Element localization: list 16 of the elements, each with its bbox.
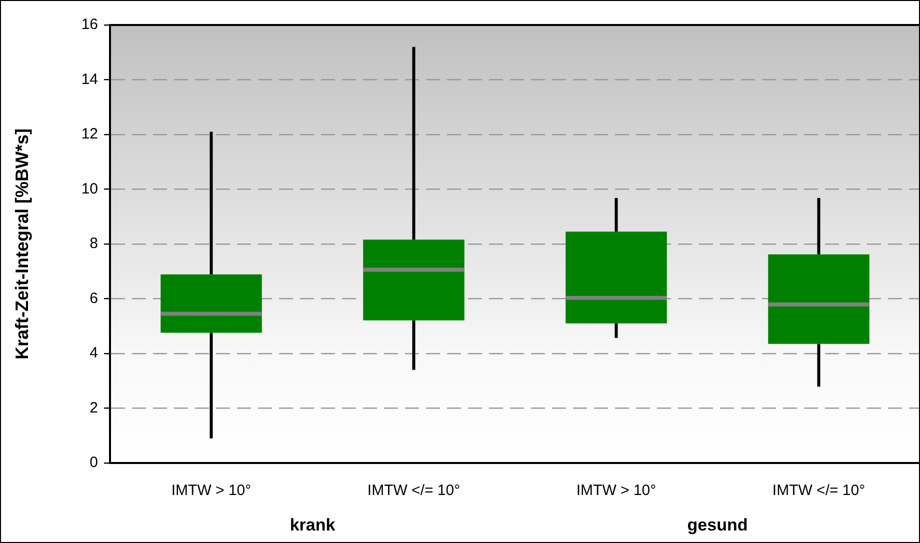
y-tick-label: 4	[90, 344, 98, 362]
y-tick-label: 8	[90, 235, 98, 252]
y-tick-label: 14	[81, 70, 98, 88]
text: gesund	[687, 516, 748, 535]
y-tick-label: 6	[90, 290, 98, 307]
x-tick-label: IMTW </= 10°	[367, 482, 460, 500]
y-tick-label: 12	[81, 126, 98, 143]
y-tick-label: 16	[81, 16, 98, 34]
y-tick-label: 0	[90, 454, 98, 472]
x-tick-label: IMTW </= 10°	[772, 482, 866, 500]
y-tick-label: 2	[90, 399, 98, 416]
y-tick-label: 10	[81, 180, 98, 198]
text: krank	[290, 516, 336, 535]
y-axis-title: Kraft-Zeit-Integral [%BW*s]	[12, 128, 32, 360]
x-tick-label: IMTW > 10°	[171, 482, 252, 500]
x-tick-label: IMTW > 10°	[576, 482, 656, 500]
